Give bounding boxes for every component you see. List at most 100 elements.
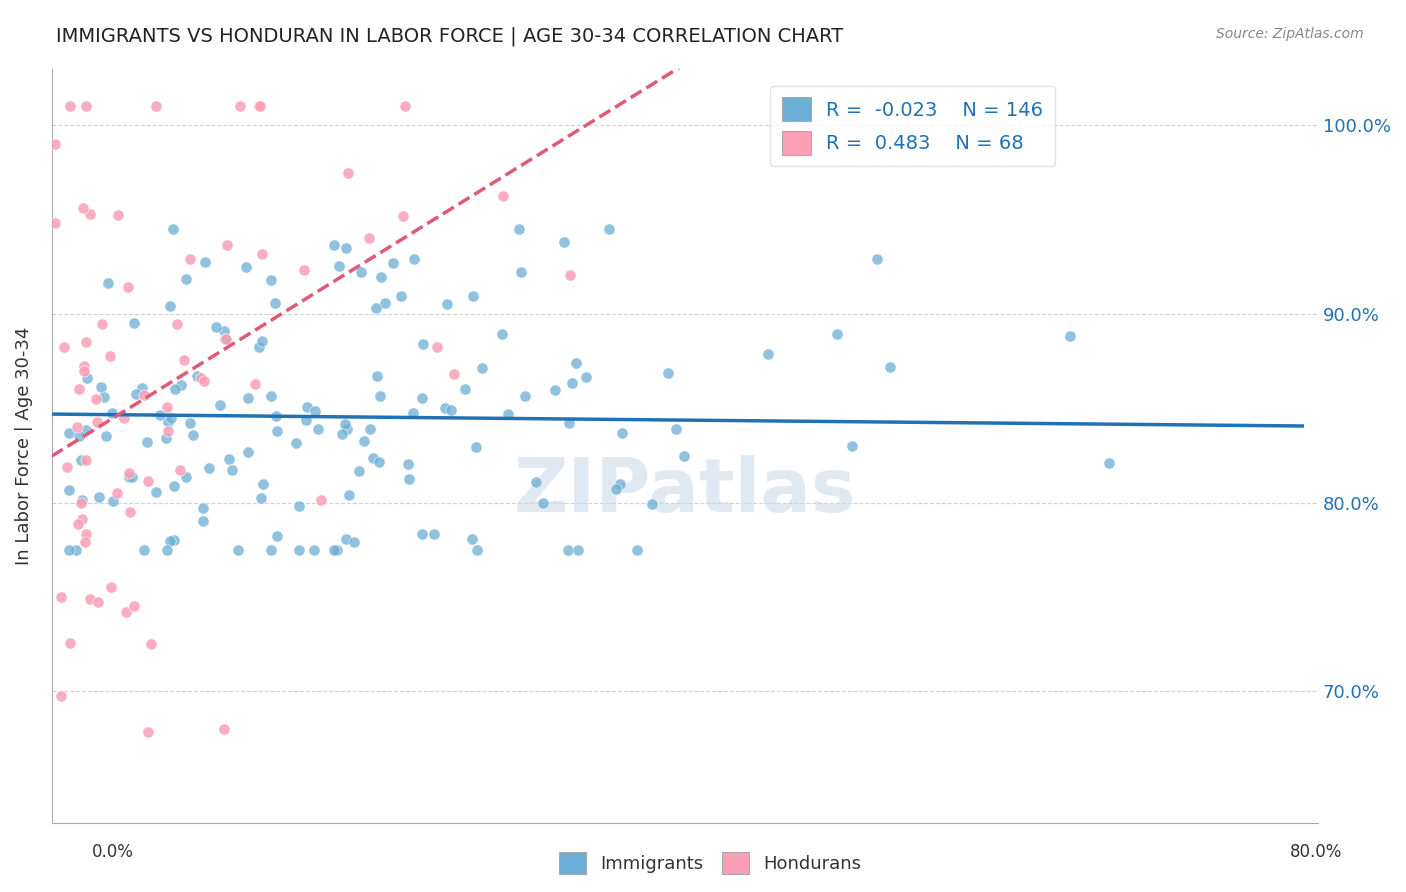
Point <box>307 422 329 436</box>
Point <box>145 99 167 113</box>
Point <box>79 207 101 221</box>
Point <box>359 421 381 435</box>
Point <box>337 166 360 180</box>
Point <box>531 496 554 510</box>
Point <box>215 332 238 346</box>
Point <box>100 580 122 594</box>
Point <box>159 411 181 425</box>
Point <box>288 542 311 557</box>
Point <box>370 269 392 284</box>
Point <box>236 392 259 406</box>
Point <box>59 99 82 113</box>
Point <box>461 289 484 303</box>
Point <box>343 534 366 549</box>
Point <box>181 427 204 442</box>
Point <box>100 349 122 363</box>
Point <box>496 407 519 421</box>
Point <box>260 389 283 403</box>
Point <box>389 289 412 303</box>
Point <box>626 542 648 557</box>
Legend: Immigrants, Hondurans: Immigrants, Hondurans <box>551 845 869 881</box>
Point <box>364 301 387 315</box>
Point <box>218 451 240 466</box>
Point <box>866 252 889 266</box>
Point <box>335 533 357 547</box>
Point <box>58 636 80 650</box>
Point <box>149 408 172 422</box>
Point <box>44 137 66 152</box>
Point <box>294 413 316 427</box>
Point <box>101 406 124 420</box>
Point <box>107 208 129 222</box>
Point <box>174 470 197 484</box>
Text: Source: ZipAtlas.com: Source: ZipAtlas.com <box>1216 27 1364 41</box>
Point <box>73 364 96 378</box>
Point <box>326 542 349 557</box>
Point <box>75 535 97 549</box>
Point <box>394 99 416 113</box>
Point <box>121 470 143 484</box>
Point <box>75 527 97 541</box>
Point <box>166 317 188 331</box>
Point <box>73 359 96 374</box>
Point <box>193 514 215 528</box>
Point <box>524 475 547 490</box>
Point <box>464 440 486 454</box>
Point <box>264 295 287 310</box>
Point <box>1098 456 1121 470</box>
Point <box>169 378 191 392</box>
Point <box>215 238 238 252</box>
Point <box>69 496 91 510</box>
Point <box>66 420 89 434</box>
Point <box>162 533 184 547</box>
Point <box>190 371 212 385</box>
Point <box>212 324 235 338</box>
Point <box>58 425 80 440</box>
Point <box>214 722 236 736</box>
Point <box>266 528 288 542</box>
Point <box>252 476 274 491</box>
Point <box>179 252 201 266</box>
Point <box>124 387 146 401</box>
Point <box>557 542 579 557</box>
Point <box>75 335 97 350</box>
Point <box>398 472 420 486</box>
Point <box>333 417 356 431</box>
Point <box>461 533 484 547</box>
Point <box>229 99 252 113</box>
Point <box>163 382 186 396</box>
Point <box>70 493 93 508</box>
Text: 0.0%: 0.0% <box>91 843 134 861</box>
Y-axis label: In Labor Force | Age 30-34: In Labor Force | Age 30-34 <box>15 326 32 566</box>
Legend: R =  -0.023    N = 146, R =  0.483    N = 68: R = -0.023 N = 146, R = 0.483 N = 68 <box>770 86 1054 166</box>
Point <box>561 376 583 390</box>
Point <box>97 276 120 290</box>
Point <box>243 377 266 392</box>
Point <box>402 405 425 419</box>
Point <box>221 463 243 477</box>
Point <box>66 516 89 531</box>
Point <box>349 464 371 478</box>
Point <box>84 392 107 406</box>
Point <box>198 461 221 475</box>
Point <box>366 368 388 383</box>
Point <box>558 416 581 430</box>
Point <box>132 542 155 557</box>
Point <box>252 246 274 260</box>
Point <box>288 499 311 513</box>
Point <box>214 332 236 346</box>
Point <box>136 725 159 739</box>
Text: ZIPatlas: ZIPatlas <box>513 455 856 528</box>
Point <box>139 637 162 651</box>
Point <box>665 422 688 436</box>
Point <box>609 477 631 491</box>
Point <box>398 457 420 471</box>
Point <box>179 416 201 430</box>
Point <box>440 403 463 417</box>
Point <box>191 501 214 516</box>
Point <box>49 590 72 604</box>
Point <box>422 526 444 541</box>
Point <box>322 237 344 252</box>
Point <box>264 409 287 423</box>
Point <box>508 222 530 236</box>
